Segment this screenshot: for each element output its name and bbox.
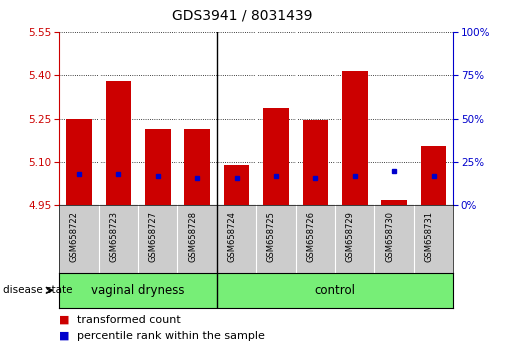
Text: percentile rank within the sample: percentile rank within the sample (77, 331, 265, 341)
Bar (381, 200, 407, 205)
Text: GSM658728: GSM658728 (188, 211, 197, 262)
Text: disease state: disease state (3, 285, 72, 295)
Text: ■: ■ (59, 331, 70, 341)
Bar (263, 108, 289, 205)
Text: GSM658723: GSM658723 (109, 211, 118, 262)
Text: ■: ■ (59, 315, 70, 325)
Text: GSM658724: GSM658724 (228, 211, 236, 262)
Text: transformed count: transformed count (77, 315, 181, 325)
Bar (224, 165, 249, 205)
Text: GSM658722: GSM658722 (70, 211, 79, 262)
Bar (145, 129, 170, 205)
Bar (302, 120, 328, 205)
Text: vaginal dryness: vaginal dryness (91, 284, 185, 297)
Text: GSM658730: GSM658730 (385, 211, 394, 262)
Text: GDS3941 / 8031439: GDS3941 / 8031439 (172, 9, 312, 23)
Bar (342, 71, 368, 205)
Bar (421, 146, 447, 205)
Text: GSM658726: GSM658726 (306, 211, 315, 262)
Bar (184, 129, 210, 205)
Text: GSM658729: GSM658729 (346, 211, 355, 262)
Bar (106, 81, 131, 205)
Bar (66, 119, 92, 205)
Text: GSM658727: GSM658727 (149, 211, 158, 262)
Text: control: control (315, 284, 355, 297)
Text: GSM658731: GSM658731 (424, 211, 434, 262)
Text: GSM658725: GSM658725 (267, 211, 276, 262)
